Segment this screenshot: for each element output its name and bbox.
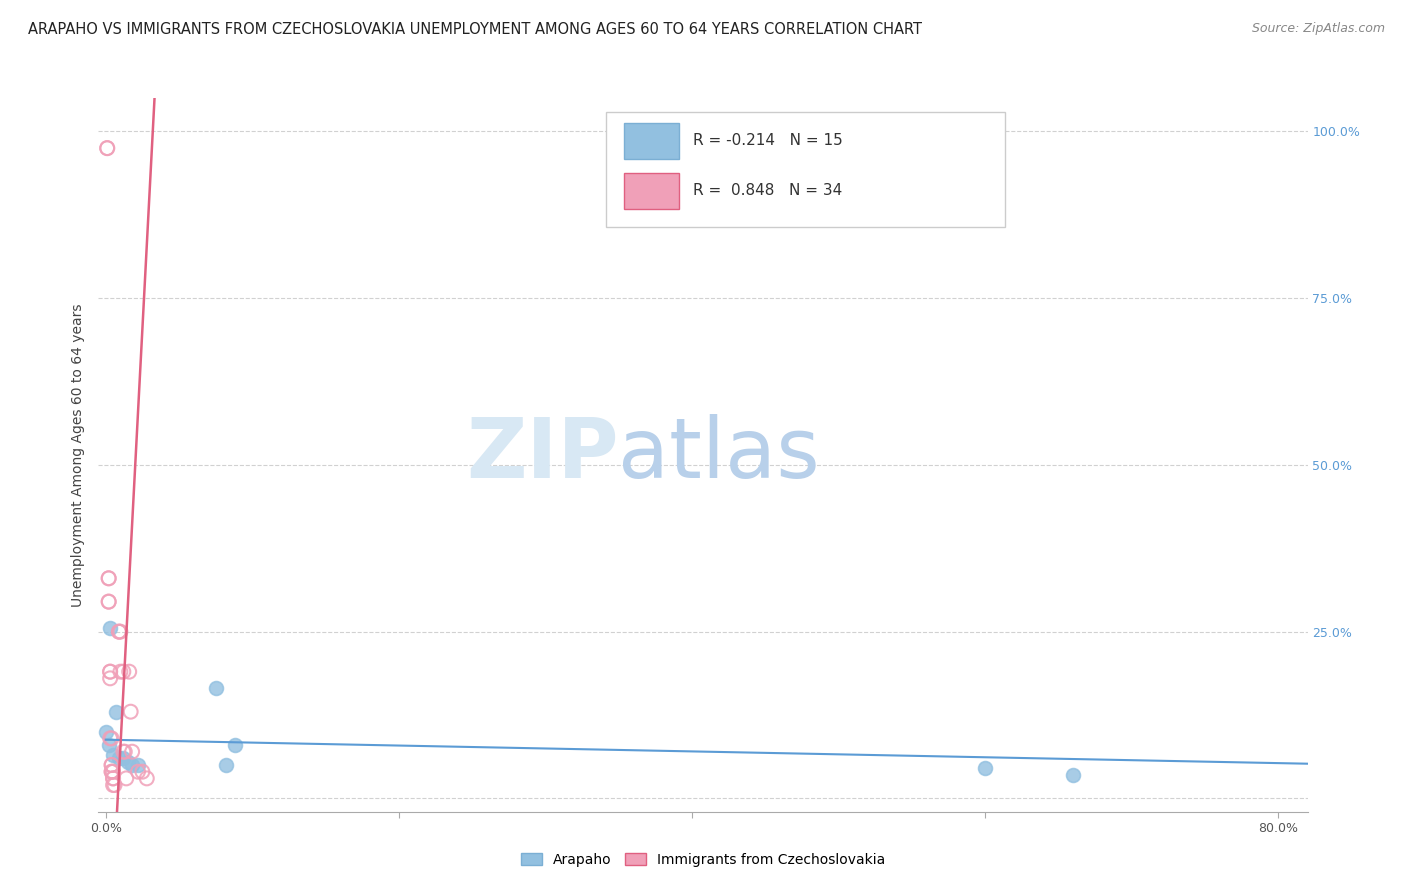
Bar: [624, 123, 679, 159]
Point: [115, 772, 138, 786]
Point: [98, 671, 121, 685]
Point: [98, 731, 121, 746]
Point: [224, 738, 246, 752]
Point: [96, 141, 118, 155]
Point: [127, 764, 149, 779]
Point: [117, 755, 139, 769]
Point: [118, 665, 141, 679]
Point: [101, 747, 124, 762]
Point: [112, 665, 135, 679]
Point: [100, 764, 122, 779]
Point: [97, 594, 120, 608]
Text: R =  0.848   N = 34: R = 0.848 N = 34: [693, 183, 842, 198]
Point: [100, 731, 122, 746]
Text: ARAPAHO VS IMMIGRANTS FROM CZECHOSLOVAKIA UNEMPLOYMENT AMONG AGES 60 TO 64 YEARS: ARAPAHO VS IMMIGRANTS FROM CZECHOSLOVAKI…: [28, 22, 922, 37]
Text: Source: ZipAtlas.com: Source: ZipAtlas.com: [1251, 22, 1385, 36]
Point: [103, 778, 125, 792]
Point: [108, 624, 131, 639]
Point: [98, 665, 121, 679]
Point: [112, 751, 135, 765]
Point: [114, 745, 136, 759]
Point: [127, 758, 149, 772]
Point: [100, 758, 122, 772]
Point: [94, 724, 117, 739]
Point: [120, 705, 142, 719]
Bar: [624, 173, 679, 209]
Point: [110, 665, 132, 679]
Point: [135, 772, 157, 786]
Point: [112, 745, 135, 759]
Point: [131, 764, 153, 779]
Point: [97, 571, 120, 585]
Point: [101, 772, 124, 786]
Text: atlas: atlas: [619, 415, 820, 495]
Point: [98, 621, 121, 635]
Text: R = -0.214   N = 15: R = -0.214 N = 15: [693, 133, 844, 148]
Text: ZIP: ZIP: [465, 415, 619, 495]
Point: [108, 751, 131, 765]
Legend: Arapaho, Immigrants from Czechoslovakia: Arapaho, Immigrants from Czechoslovakia: [515, 847, 891, 872]
FancyBboxPatch shape: [606, 112, 1005, 227]
Point: [108, 624, 131, 639]
Point: [97, 594, 120, 608]
Point: [101, 778, 124, 792]
Point: [121, 745, 143, 759]
Point: [100, 764, 122, 779]
Point: [105, 705, 128, 719]
Point: [101, 772, 124, 786]
Point: [97, 571, 120, 585]
Point: [215, 758, 238, 772]
Point: [1062, 768, 1084, 782]
Y-axis label: Unemployment Among Ages 60 to 64 years: Unemployment Among Ages 60 to 64 years: [72, 303, 86, 607]
Point: [101, 764, 124, 779]
Point: [974, 761, 997, 775]
Point: [98, 665, 121, 679]
Point: [96, 141, 118, 155]
Point: [204, 681, 226, 696]
Point: [97, 738, 120, 752]
Point: [121, 758, 143, 772]
Point: [100, 758, 122, 772]
Point: [110, 624, 132, 639]
